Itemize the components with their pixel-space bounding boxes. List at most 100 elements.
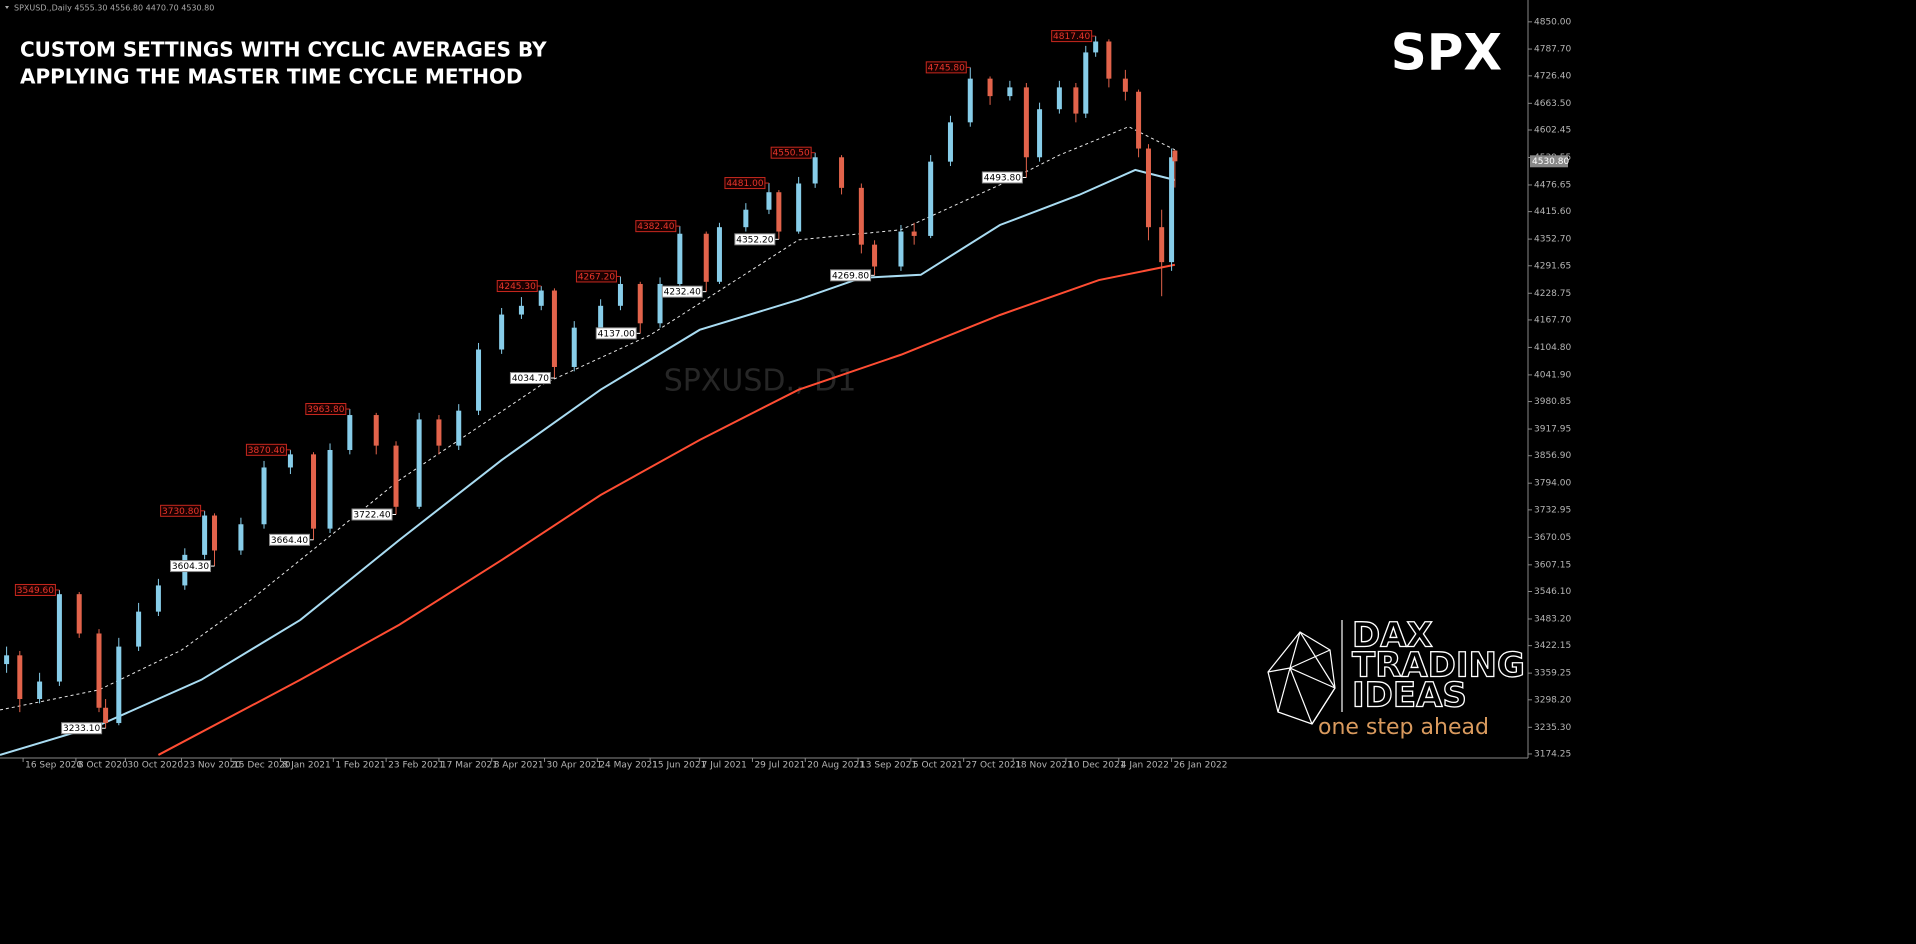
y-tick-label: 3856.90 (1534, 451, 1571, 461)
logo-text: IDEAS (1352, 676, 1467, 716)
candle-body (703, 233, 709, 282)
menu-arrow[interactable] (5, 6, 9, 9)
annotation-box (496, 280, 538, 293)
moving-average (0, 126, 1176, 711)
candle-body (872, 244, 878, 267)
y-tick-label: 4663.50 (1534, 99, 1571, 109)
candle-body (637, 283, 643, 324)
x-tick-label: 24 May 2021 (599, 761, 658, 771)
y-tick-label: 3359.25 (1534, 669, 1571, 679)
candle-body (327, 449, 333, 529)
annotation-box (509, 372, 551, 385)
x-tick-label: 26 Jan 2022 (1174, 761, 1228, 771)
candle-body (4, 655, 10, 665)
candle-body (96, 633, 102, 708)
candle-body (347, 415, 353, 450)
logo-icon-lines (1267, 631, 1336, 725)
candle-body (476, 349, 482, 411)
annotation-label: 4137.00 (598, 329, 635, 339)
x-tick-label: 13 Sep 2021 (860, 761, 917, 771)
y-tick-label: 3917.95 (1534, 425, 1571, 435)
moving-average (157, 263, 1176, 756)
annotation-label: 4267.20 (578, 272, 615, 282)
y-tick-label: 3670.05 (1534, 533, 1571, 543)
annotation-label: 4817.40 (1053, 32, 1090, 42)
candle-body (17, 655, 23, 700)
y-tick-label: 3235.30 (1534, 723, 1571, 733)
title-line: APPLYING THE MASTER TIME CYCLE METHOD (20, 65, 523, 89)
annotation-box (981, 171, 1023, 184)
candle-body (796, 183, 802, 232)
candle-body (1145, 148, 1151, 228)
candle-body (1083, 52, 1089, 114)
y-tick-label: 4787.70 (1534, 45, 1571, 55)
x-tick-label: 20 Aug 2021 (807, 761, 865, 771)
moving-average (0, 168, 1176, 756)
candle-body (311, 454, 317, 529)
candle-body (743, 209, 749, 228)
annotation-label: 4481.00 (726, 179, 763, 189)
x-tick-label: 1 Feb 2021 (335, 761, 385, 771)
candle-body (571, 327, 577, 367)
y-tick-label: 4415.60 (1534, 207, 1571, 217)
x-tick-label: 8 Oct 2020 (78, 761, 128, 771)
candle-body (911, 231, 917, 236)
candle-body (393, 445, 399, 507)
candle-body (238, 524, 244, 551)
candle-body (1007, 87, 1013, 97)
candle-body (598, 305, 604, 328)
candle-body (1169, 157, 1175, 263)
logo-text: DAX (1352, 616, 1433, 656)
annotation-label: 4232.40 (664, 288, 701, 298)
y-tick-label: 4476.65 (1534, 180, 1571, 190)
candle-body (1073, 87, 1079, 114)
last-price-label: 4530.80 (1532, 157, 1569, 167)
annotation-box (160, 504, 202, 517)
candle-body (436, 419, 442, 446)
annotation-box (724, 177, 766, 190)
candle-body (677, 233, 683, 284)
candle-body (1037, 109, 1043, 158)
annotation-label: 3722.40 (353, 510, 390, 520)
candle-body (967, 78, 973, 123)
symbol-info: SPXUSD.,Daily 4555.30 4556.80 4470.70 45… (14, 4, 214, 13)
annotation-box (61, 722, 103, 735)
x-tick-label: 30 Apr 2021 (547, 761, 603, 771)
x-tick-label: 23 Feb 2021 (388, 761, 444, 771)
candle-body (155, 585, 161, 612)
annotation-box (595, 327, 637, 340)
annotation-label: 4745.80 (928, 63, 965, 73)
annotation-box (925, 61, 967, 74)
y-tick-label: 3422.15 (1534, 641, 1571, 651)
x-tick-label: 17 Mar 2021 (441, 761, 498, 771)
candle-body (456, 410, 462, 446)
symbol-label: SPX (1391, 24, 1502, 82)
candle-body (1093, 41, 1099, 53)
y-tick-label: 4167.70 (1534, 315, 1571, 325)
y-tick-label: 3298.20 (1534, 695, 1571, 705)
title-line: CUSTOM SETTINGS WITH CYCLIC AVERAGES BY (20, 38, 547, 62)
annotation-box (305, 403, 347, 416)
candle-body (136, 611, 142, 647)
y-tick-label: 3483.20 (1534, 614, 1571, 624)
y-tick-label: 4041.90 (1534, 370, 1571, 380)
candle-body (987, 78, 993, 97)
candle-body (287, 454, 293, 468)
annotation-label: 3870.40 (248, 446, 285, 456)
annotation-label: 3963.80 (307, 405, 344, 415)
annotation-label: 4550.50 (773, 149, 810, 159)
candle-body (1106, 41, 1112, 79)
candle-body (373, 415, 379, 446)
y-tick-label: 4352.70 (1534, 235, 1571, 245)
candle-body (37, 681, 43, 700)
y-tick-label: 3174.25 (1534, 749, 1571, 759)
x-tick-label: 23 Nov 2020 (184, 761, 242, 771)
annotation-box (635, 220, 677, 233)
candle-body (657, 283, 663, 324)
candle-body (812, 157, 818, 184)
annotation-label: 4493.80 (984, 173, 1021, 183)
annotation-box (1051, 30, 1093, 43)
